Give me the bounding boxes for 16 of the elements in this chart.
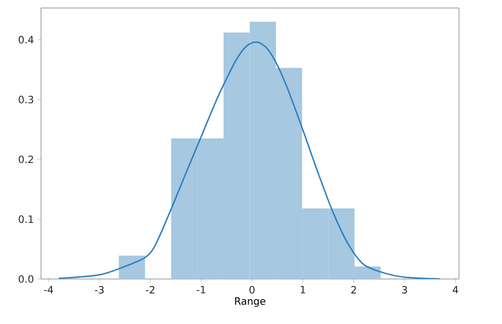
y-tick-label: 0.4 xyxy=(18,36,34,44)
x-tick-label: -4 xyxy=(44,286,54,294)
x-tick-label: 0 xyxy=(250,286,255,294)
x-tick-label: 4 xyxy=(452,286,458,294)
y-tick-label: 0.2 xyxy=(18,156,33,164)
x-tick-label: 3 xyxy=(402,286,407,294)
x-tick-label: 1 xyxy=(300,286,306,294)
x-tick-label: -1 xyxy=(196,286,206,294)
y-tick-label: 0.0 xyxy=(18,275,34,283)
x-tick-label: -2 xyxy=(146,286,154,294)
line-series xyxy=(58,41,441,279)
x-tick-label: -3 xyxy=(94,286,104,294)
y-tick-label: 0.3 xyxy=(18,96,34,104)
y-tick-label: 0.1 xyxy=(18,215,34,223)
x-tick-label: 2 xyxy=(351,286,356,294)
x-axis-title: Range xyxy=(235,297,266,307)
